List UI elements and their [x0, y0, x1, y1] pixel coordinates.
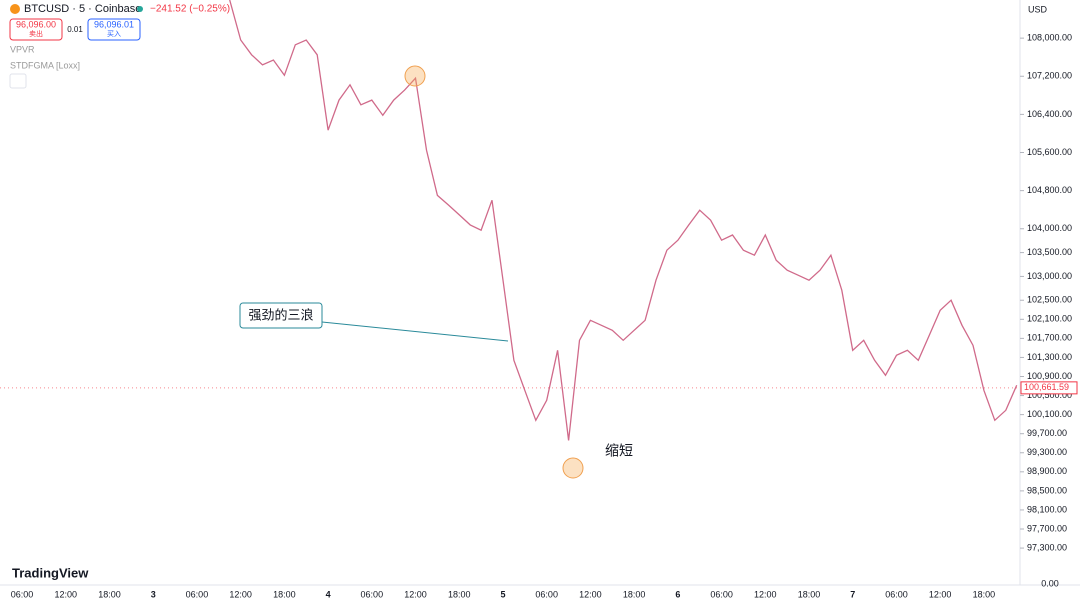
x-tick-label: 7	[850, 589, 855, 599]
x-tick-label: 18:00	[798, 589, 821, 599]
y-tick-label: 105,600.00	[1027, 147, 1072, 157]
callout-line	[321, 321, 509, 342]
x-tick-label: 4	[326, 589, 331, 599]
x-tick-label: 06:00	[361, 589, 384, 599]
y-tick-label: 97,700.00	[1027, 523, 1067, 533]
y-tick-label: 98,100.00	[1027, 504, 1067, 514]
x-tick-label: 06:00	[885, 589, 908, 599]
x-tick-label: 5	[500, 589, 505, 599]
x-tick-label: 12:00	[55, 589, 78, 599]
price-line	[229, 0, 1018, 441]
annotation: 缩短	[605, 443, 633, 459]
x-tick-label: 18:00	[448, 589, 471, 599]
collapse-button[interactable]	[9, 73, 27, 89]
y-tick-label: 100,100.00	[1027, 409, 1072, 419]
y-tick-label: 103,000.00	[1027, 271, 1072, 281]
y-tick-label: 101,300.00	[1027, 352, 1072, 362]
x-tick-label: 12:00	[404, 589, 427, 599]
highlight-circle	[562, 457, 584, 479]
logo: TradingView	[12, 565, 89, 580]
x-tick-label: 18:00	[623, 589, 646, 599]
y-tick-label: 103,500.00	[1027, 247, 1072, 257]
buy-price: 96,096.01	[94, 19, 134, 29]
y-tick-label: 98,900.00	[1027, 466, 1067, 476]
x-tick-label: 18:00	[273, 589, 296, 599]
sell-button[interactable]	[9, 18, 63, 41]
y-tick-label: 100,900.00	[1027, 371, 1072, 381]
last-price-box	[1020, 381, 1078, 395]
plot	[229, 0, 1018, 441]
coin-icon	[10, 4, 20, 14]
x-tick-label: 06:00	[535, 589, 558, 599]
x-tick-label: 06:00	[710, 589, 733, 599]
last-price-label: 100,661.59	[1024, 382, 1069, 392]
x-tick-label: 12:00	[754, 589, 777, 599]
y-tick-label: 101,700.00	[1027, 333, 1072, 343]
x-tick-label: 06:00	[186, 589, 209, 599]
symbol: BTCUSD · 5 · Coinbase	[24, 3, 141, 15]
change: −241.52 (−0.25%)	[150, 4, 230, 15]
sell-label: 卖出	[29, 29, 43, 38]
x-tick-label: 12:00	[929, 589, 952, 599]
y-tick-label: 97,300.00	[1027, 542, 1067, 552]
buy-button[interactable]	[87, 18, 141, 41]
x-tick-label: 12:00	[229, 589, 252, 599]
price-axis-bg	[1020, 0, 1080, 607]
x-tick-label: 12:00	[579, 589, 602, 599]
y-tick-label: 102,100.00	[1027, 314, 1072, 324]
status-dot	[137, 6, 143, 12]
spread: 0.01	[67, 25, 83, 34]
highlight-circle	[404, 65, 426, 87]
x-tick-label: 6	[675, 589, 680, 599]
x-tick-label: 18:00	[98, 589, 121, 599]
x-tick-label: 18:00	[973, 589, 996, 599]
indicator: STDFGMA [Loxx]	[10, 60, 80, 70]
buy-label: 买入	[107, 30, 121, 38]
y-tick-label: 104,000.00	[1027, 223, 1072, 233]
volume-axis-label: 0.00	[1041, 578, 1059, 588]
indicator: VPVR	[10, 44, 35, 54]
y-tick-label: 106,400.00	[1027, 109, 1072, 119]
currency: USD	[1028, 4, 1048, 14]
y-tick-label: 107,200.00	[1027, 71, 1072, 81]
y-tick-label: 102,500.00	[1027, 295, 1072, 305]
callout-box	[239, 302, 323, 329]
x-tick-label: 06:00	[11, 589, 34, 599]
sell-price: 96,096.00	[16, 19, 56, 29]
y-tick-label: 108,000.00	[1027, 33, 1072, 43]
y-tick-label: 100,500.00	[1027, 390, 1072, 400]
y-tick-label: 104,800.00	[1027, 185, 1072, 195]
annotation: 强劲的三浪	[248, 307, 313, 322]
x-tick-label: 3	[151, 589, 156, 599]
y-tick-label: 99,700.00	[1027, 428, 1067, 438]
y-tick-label: 99,300.00	[1027, 447, 1067, 457]
y-tick-label: 98,500.00	[1027, 485, 1067, 495]
